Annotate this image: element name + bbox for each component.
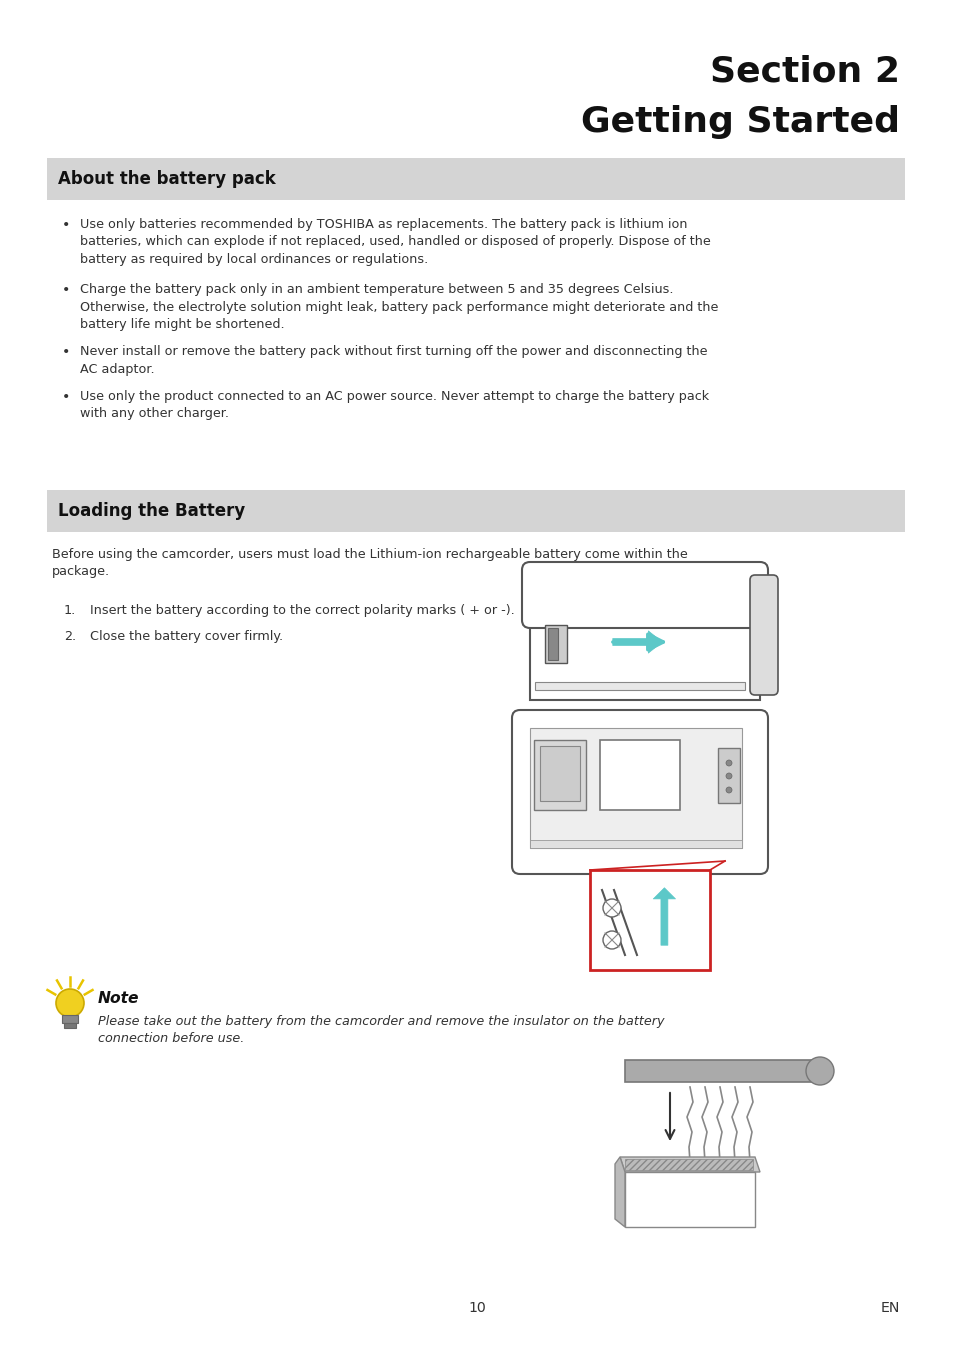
Bar — [534, 740, 585, 810]
Text: ⊕: ⊕ — [710, 1207, 719, 1216]
Text: Use only the product connected to an AC power source. Never attempt to charge th: Use only the product connected to an AC … — [80, 390, 708, 420]
Text: Use only batteries recommended by TOSHIBA as replacements. The battery pack is l: Use only batteries recommended by TOSHIB… — [80, 217, 710, 266]
FancyBboxPatch shape — [530, 599, 760, 701]
Polygon shape — [615, 1157, 624, 1227]
Bar — [599, 740, 679, 810]
Bar — [589, 869, 709, 971]
Bar — [47, 490, 904, 532]
Text: •: • — [62, 217, 71, 232]
Circle shape — [805, 1057, 833, 1085]
Text: 10: 10 — [468, 1301, 485, 1315]
Bar — [530, 840, 741, 848]
Polygon shape — [619, 1157, 760, 1172]
Text: Charge the battery pack only in an ambient temperature between 5 and 35 degrees : Charge the battery pack only in an ambie… — [80, 284, 718, 331]
Text: Insert the battery according to the correct polarity marks ( + or -).: Insert the battery according to the corr… — [90, 603, 515, 617]
Bar — [624, 1172, 754, 1227]
Text: About the battery pack: About the battery pack — [58, 170, 275, 188]
Bar — [544, 625, 566, 663]
Text: Section 2: Section 2 — [709, 55, 899, 89]
Text: ⊙: ⊙ — [675, 1207, 684, 1216]
Circle shape — [56, 990, 84, 1017]
Bar — [62, 1015, 78, 1023]
Text: ⊖: ⊖ — [639, 1207, 649, 1216]
Text: 1.: 1. — [64, 603, 76, 617]
Bar — [624, 1160, 752, 1170]
Text: Loading the Battery: Loading the Battery — [58, 502, 245, 520]
Text: REMOVE: REMOVE — [809, 1068, 829, 1073]
Text: •: • — [62, 284, 71, 297]
Circle shape — [725, 760, 731, 765]
FancyBboxPatch shape — [749, 575, 778, 695]
Circle shape — [602, 899, 620, 917]
Text: EN: EN — [880, 1301, 899, 1315]
Text: Never install or remove the battery pack without first turning off the power and: Never install or remove the battery pack… — [80, 346, 707, 375]
Bar — [64, 1023, 76, 1027]
Bar — [47, 158, 904, 200]
Circle shape — [725, 787, 731, 792]
Text: Before using the camcorder, users must load the Lithium-ion rechargeable battery: Before using the camcorder, users must l… — [52, 548, 687, 579]
Text: Note: Note — [98, 991, 139, 1006]
Bar — [547, 628, 558, 660]
Bar — [530, 728, 741, 848]
Text: •: • — [62, 390, 71, 404]
Bar — [718, 748, 740, 803]
Text: 2.: 2. — [64, 630, 76, 643]
Text: Getting Started: Getting Started — [580, 105, 899, 139]
Circle shape — [602, 931, 620, 949]
Bar — [539, 747, 579, 801]
Text: •: • — [62, 346, 71, 359]
Text: Close the battery cover firmly.: Close the battery cover firmly. — [90, 630, 283, 643]
FancyBboxPatch shape — [512, 710, 767, 873]
Circle shape — [725, 774, 731, 779]
Bar — [624, 1060, 814, 1081]
Bar — [535, 682, 744, 690]
FancyBboxPatch shape — [521, 562, 767, 628]
Text: Please take out the battery from the camcorder and remove the insulator on the b: Please take out the battery from the cam… — [98, 1015, 664, 1045]
